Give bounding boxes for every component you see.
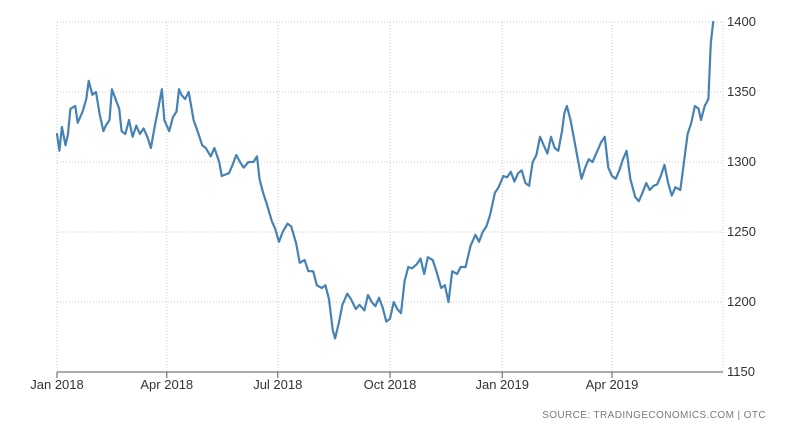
series-layer — [55, 20, 715, 340]
x-tick-label: Apr 2018 — [140, 377, 193, 392]
x-tick-label: Jan 2019 — [475, 377, 529, 392]
x-tick-label: Apr 2019 — [586, 377, 639, 392]
x-tick-label: Jul 2018 — [253, 377, 302, 392]
x-tick-label: Oct 2018 — [364, 377, 417, 392]
series-line — [55, 20, 715, 340]
y-tick-label: 1200 — [727, 294, 756, 309]
y-tick-label: 1300 — [727, 154, 756, 169]
x-tick-label: Jan 2018 — [30, 377, 84, 392]
y-tick-label: 1150 — [727, 364, 755, 379]
y-tick-label: 1350 — [727, 84, 756, 99]
x-tick-labels: Jan 2018 Apr 2018 Jul 2018 Oct 2018 Jan 2019… — [30, 377, 638, 392]
y-tick-label: 1250 — [727, 224, 756, 239]
y-tick-labels: 1150 1200 1250 1300 1350 1400 — [727, 14, 756, 379]
axes — [56, 371, 723, 378]
gridlines — [56, 21, 724, 372]
source-label: SOURCE: TRADINGECONOMICS.COM | OTC — [542, 410, 766, 421]
y-tick-label: 1400 — [727, 14, 756, 29]
